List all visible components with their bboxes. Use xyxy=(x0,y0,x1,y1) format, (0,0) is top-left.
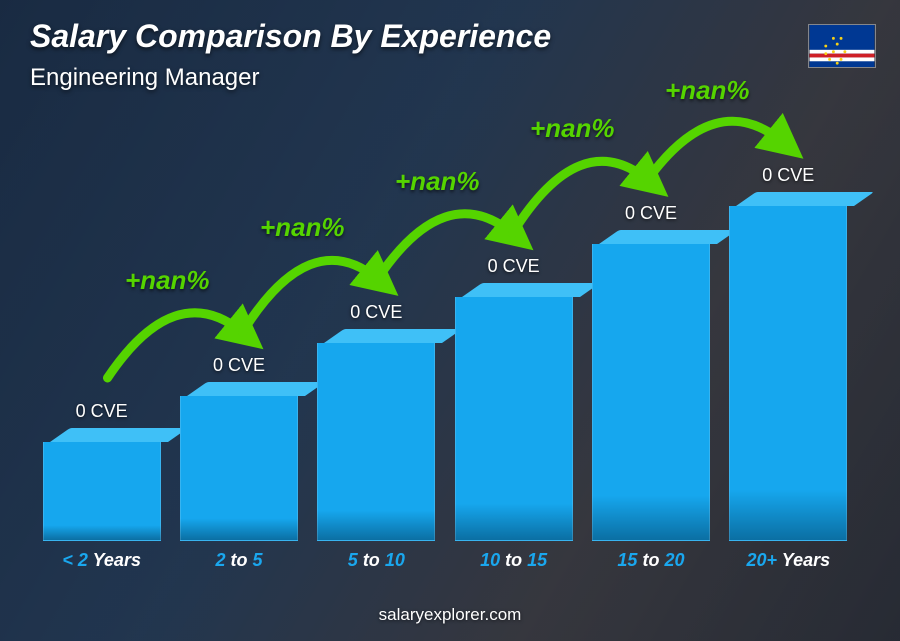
x-axis-label: 20+ Years xyxy=(727,550,850,571)
footer-attribution: salaryexplorer.com xyxy=(0,605,900,625)
bar-slot: 0 CVE xyxy=(40,100,163,541)
bar-value-label: 0 CVE xyxy=(488,256,540,277)
bar-value-label: 0 CVE xyxy=(213,355,265,376)
x-axis-label: 5 to 10 xyxy=(315,550,438,571)
x-axis-label: 10 to 15 xyxy=(452,550,575,571)
bar xyxy=(592,230,710,541)
bar xyxy=(455,283,573,541)
bar-value-label: 0 CVE xyxy=(762,165,814,186)
bar-slot: 0 CVE xyxy=(452,100,575,541)
x-axis-label: 15 to 20 xyxy=(589,550,712,571)
bar-slot: 0 CVE xyxy=(177,100,300,541)
x-axis: < 2 Years 2 to 5 5 to 10 10 to 15 15 to 20 20… xyxy=(40,550,850,571)
plot-area: +nan%+nan%+nan%+nan%+nan% 0 CVE0 CVE0 CV… xyxy=(40,100,850,571)
chart-canvas: Salary Comparison By Experience Engineer… xyxy=(0,0,900,641)
bar-slot: 0 CVE xyxy=(589,100,712,541)
bar-value-label: 0 CVE xyxy=(350,302,402,323)
bar xyxy=(317,329,435,541)
bar xyxy=(729,192,847,541)
flag-icon xyxy=(808,24,876,68)
bar-slot: 0 CVE xyxy=(727,100,850,541)
bar xyxy=(180,382,298,541)
bar-value-label: 0 CVE xyxy=(625,203,677,224)
bars-container: 0 CVE 0 CVE 0 CVE 0 CVE 0 CVE 0 CVE xyxy=(40,100,850,541)
chart-title: Salary Comparison By Experience xyxy=(30,18,551,55)
x-axis-label: 2 to 5 xyxy=(177,550,300,571)
bar-slot: 0 CVE xyxy=(315,100,438,541)
bar-value-label: 0 CVE xyxy=(76,401,128,422)
x-axis-label: < 2 Years xyxy=(40,550,163,571)
bar xyxy=(43,428,161,541)
chart-subtitle: Engineering Manager xyxy=(30,64,260,92)
